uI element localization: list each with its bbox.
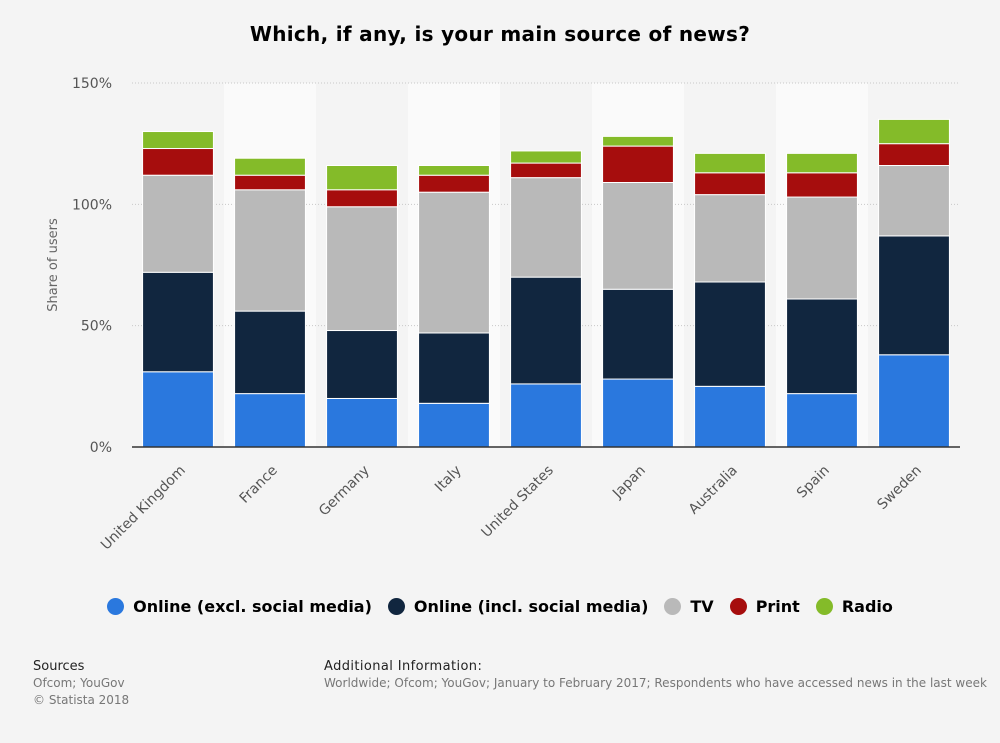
chart-area: 0% 50% 100% 150% Share of users United Kingd… [46,76,960,554]
y-axis: 0% 50% 100% 150% Share of users [46,76,112,456]
bar-segment[interactable]: United Kingdom – Print: 11% [142,148,214,176]
bar-segment[interactable]: Germany – TV: 51% [326,206,398,332]
bar-segment[interactable]: Italy – Online (incl. social media): 29% [418,332,490,404]
y-tick-label: 0% [90,440,112,456]
legend-label: Online (excl. social media) [133,597,372,616]
bar-segment[interactable]: Sweden – Print: 9% [878,143,950,167]
sources-line: Ofcom; YouGov [33,676,125,690]
x-tick-label: Japan [609,463,649,503]
legend-label: Radio [841,597,893,616]
x-tick-label: Sweden [874,463,924,513]
bar-segment[interactable]: Italy – TV: 58% [418,191,490,334]
bars: United Kingdom – Online (excl. social me… [142,118,950,448]
bar-segment[interactable]: Italy – Radio: 4% [418,165,490,176]
sources: Sources Ofcom; YouGov © Statista 2018 [33,658,129,709]
bar-segment[interactable]: France – Radio: 7% [234,157,306,176]
bar-segment[interactable]: Australia – Online (incl. social media):… [694,281,766,387]
bar-segment[interactable]: Germany – Radio: 10% [326,165,398,191]
copyright-line: © Statista 2018 [33,693,130,707]
y-axis-title: Share of users [46,218,61,312]
bar-segment[interactable]: United Kingdom – TV: 40% [142,174,214,273]
sources-heading: Sources [33,659,85,674]
bar-segment[interactable]: Australia – Online (excl. social media):… [694,385,766,448]
x-tick-label: United Kingdom [98,463,189,554]
legend-marker [107,598,125,615]
legend-item[interactable]: Print [729,597,800,616]
bar-segment[interactable]: France – Online (incl. social media): 34… [234,310,306,395]
x-tick-label: Italy [432,463,465,496]
bar-segment[interactable]: United States – Online (excl. social med… [510,383,582,448]
legend-marker [387,598,405,615]
bar-segment[interactable]: Japan – TV: 44% [602,181,674,290]
bar-segment[interactable]: Australia – Radio: 8% [694,152,766,174]
y-tick-label: 150% [72,76,112,92]
bar-segment[interactable]: Japan – Online (excl. social media): 28% [602,378,674,448]
bar-segment[interactable]: France – Online (excl. social media): 22… [234,393,306,448]
legend-item[interactable]: Radio [815,597,893,616]
additional-information-heading: Additional Information: [324,659,483,674]
bar-segment[interactable]: Spain – TV: 42% [786,196,858,300]
bar-segment[interactable]: United Kingdom – Online (incl. social me… [142,271,214,373]
bar-segment[interactable]: Spain – Print: 10% [786,172,858,198]
x-tick-label: France [237,463,281,507]
bar-segment[interactable]: Italy – Online (excl. social media): 18% [418,402,490,448]
x-tick-label: Germany [316,463,373,520]
x-tick-label: Australia [686,463,741,518]
legend-marker [729,598,747,615]
bar-segment[interactable]: Italy – Print: 7% [418,174,490,193]
bar-segment[interactable]: United States – Print: 6% [510,162,582,179]
legend: Online (excl. social media) Online (incl.… [0,597,1000,616]
bar-segment[interactable]: Sweden – Radio: 10% [878,118,950,145]
bar-segment[interactable]: Japan – Online (incl. social media): 37% [602,288,674,380]
y-tick-label: 100% [72,197,112,213]
x-tick-label: Spain [794,463,833,502]
legend-label: Online (incl. social media) [413,597,649,616]
x-tick-label: United States [478,463,556,541]
bar-segment[interactable]: Australia – Print: 9% [694,172,766,196]
bar-segment[interactable]: Germany – Online (excl. social media): 2… [326,397,398,448]
bar-segment[interactable]: United States – Radio: 5% [510,150,582,164]
additional-information: Additional Information: Worldwide; Ofcom… [324,658,987,692]
bar-segment[interactable]: United States – TV: 41% [510,177,582,278]
y-tick-label: 50% [81,319,112,335]
bar-segment[interactable]: Japan – Print: 15% [602,145,674,183]
bar-segment[interactable]: Australia – TV: 36% [694,194,766,283]
legend-label: Print [755,597,800,616]
legend-item[interactable]: Online (excl. social media) [107,597,372,616]
additional-information-text: Worldwide; Ofcom; YouGov; January to Feb… [324,676,987,690]
legend-label: TV [690,597,714,616]
bar-segment[interactable]: Spain – Online (incl. social media): 39% [786,298,858,395]
bar-segment[interactable]: United Kingdom – Online (excl. social me… [142,371,214,448]
bar-segment[interactable]: Sweden – Online (incl. social media): 49… [878,235,950,356]
bar-segment[interactable]: Japan – Radio: 4% [602,135,674,147]
legend-marker [664,598,682,615]
legend-marker [815,598,833,615]
bar-segment[interactable]: United States – Online (incl. social med… [510,276,582,385]
bar-segment[interactable]: Sweden – TV: 29% [878,165,950,237]
bar-segment[interactable]: United Kingdom – Radio: 7% [142,131,214,150]
legend-item[interactable]: Online (incl. social media) [387,597,649,616]
bar-segment[interactable]: Germany – Online (incl. social media): 2… [326,330,398,399]
bar-segment[interactable]: Germany – Print: 7% [326,189,398,208]
legend-item[interactable]: TV [664,597,714,616]
bar-segment[interactable]: Spain – Online (excl. social media): 22% [786,393,858,448]
chart-title: Which, if any, is your main source of ne… [249,22,751,46]
x-axis: United Kingdom France Germany Italy United S… [98,446,960,554]
bar-segment[interactable]: France – Print: 6% [234,174,306,191]
bar-segment[interactable]: Sweden – Online (excl. social media): 38… [878,354,950,448]
bar-segment[interactable]: Spain – Radio: 8% [786,152,858,174]
bar-segment[interactable]: France – TV: 50% [234,189,306,312]
